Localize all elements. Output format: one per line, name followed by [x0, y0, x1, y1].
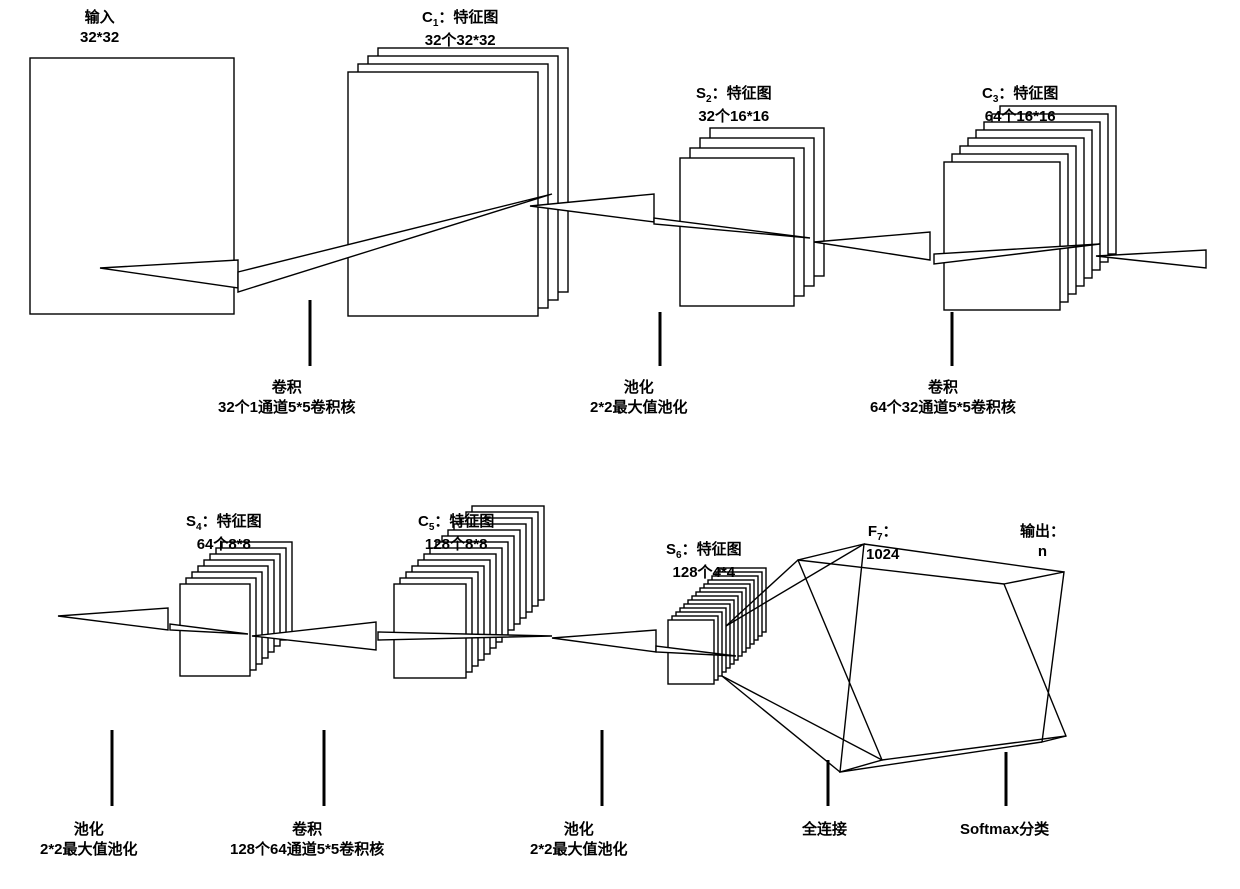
f7-label: F7：1024: [866, 522, 899, 565]
pool1-label: 池化2*2最大值池化: [590, 378, 688, 419]
pool3-label: 池化2*2最大值池化: [530, 820, 628, 861]
conv1-label: 卷积32个1通道5*5卷积核: [218, 378, 356, 419]
pool2-label: 池化2*2最大值池化: [40, 820, 138, 861]
c5-label: C5：特征图128个8*8: [418, 512, 494, 555]
out-label: 输出：n: [1020, 522, 1065, 563]
conv3-label: 卷积128个64通道5*5卷积核: [230, 820, 384, 861]
fc-label: 全连接: [802, 820, 847, 840]
conv2-label: 卷积64个32通道5*5卷积核: [870, 378, 1016, 419]
s6-label: S6：特征图128个4*4: [666, 540, 742, 583]
s4-label: S4：特征图64个8*8: [186, 512, 262, 555]
c1-label: C1：特征图32个32*32: [422, 8, 498, 51]
input-label: 输入32*32: [80, 8, 119, 49]
softmax-label: Softmax分类: [960, 820, 1049, 840]
c3-label: C3：特征图64个16*16: [982, 84, 1058, 127]
s2-label: S2：特征图32个16*16: [696, 84, 772, 127]
